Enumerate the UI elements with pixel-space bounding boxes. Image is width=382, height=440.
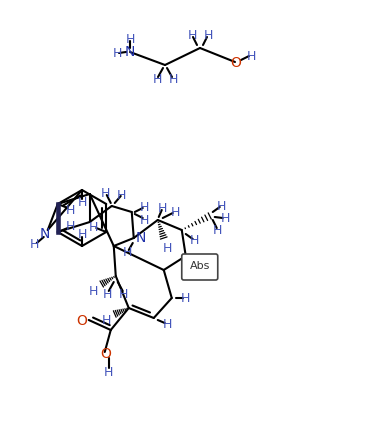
Text: H: H [163, 318, 172, 330]
Text: H: H [163, 242, 172, 254]
Text: H: H [158, 202, 167, 215]
Text: O: O [231, 56, 241, 70]
Text: H: H [119, 287, 128, 301]
Text: H: H [181, 292, 191, 304]
Text: H: H [246, 50, 256, 62]
Text: H: H [152, 73, 162, 85]
Text: O: O [76, 314, 87, 328]
FancyBboxPatch shape [182, 254, 218, 280]
Text: H: H [168, 73, 178, 85]
Text: H: H [112, 47, 122, 59]
Text: H: H [140, 201, 149, 213]
Text: H: H [203, 29, 213, 41]
Text: H: H [102, 313, 112, 326]
Text: H: H [77, 227, 87, 241]
Text: H: H [190, 234, 199, 246]
Text: H: H [123, 246, 133, 259]
Text: N: N [125, 45, 135, 59]
Text: H: H [101, 187, 110, 199]
Text: H: H [66, 220, 75, 232]
Text: Abs: Abs [189, 261, 210, 271]
Text: O: O [100, 347, 111, 361]
Text: H: H [103, 287, 112, 301]
Text: H: H [187, 29, 197, 41]
Text: H: H [140, 213, 149, 227]
Text: H: H [66, 203, 75, 216]
Text: H: H [217, 199, 227, 213]
Text: N: N [136, 231, 146, 245]
Text: H: H [104, 366, 113, 378]
Text: H: H [213, 224, 222, 237]
Text: H: H [89, 220, 98, 234]
Text: H: H [77, 195, 87, 209]
Text: H: H [125, 33, 135, 45]
Text: H: H [171, 205, 180, 219]
Text: N: N [40, 227, 50, 241]
Text: H: H [221, 212, 230, 224]
Text: H: H [117, 188, 126, 202]
Text: H: H [89, 285, 99, 297]
Text: H: H [30, 238, 39, 250]
